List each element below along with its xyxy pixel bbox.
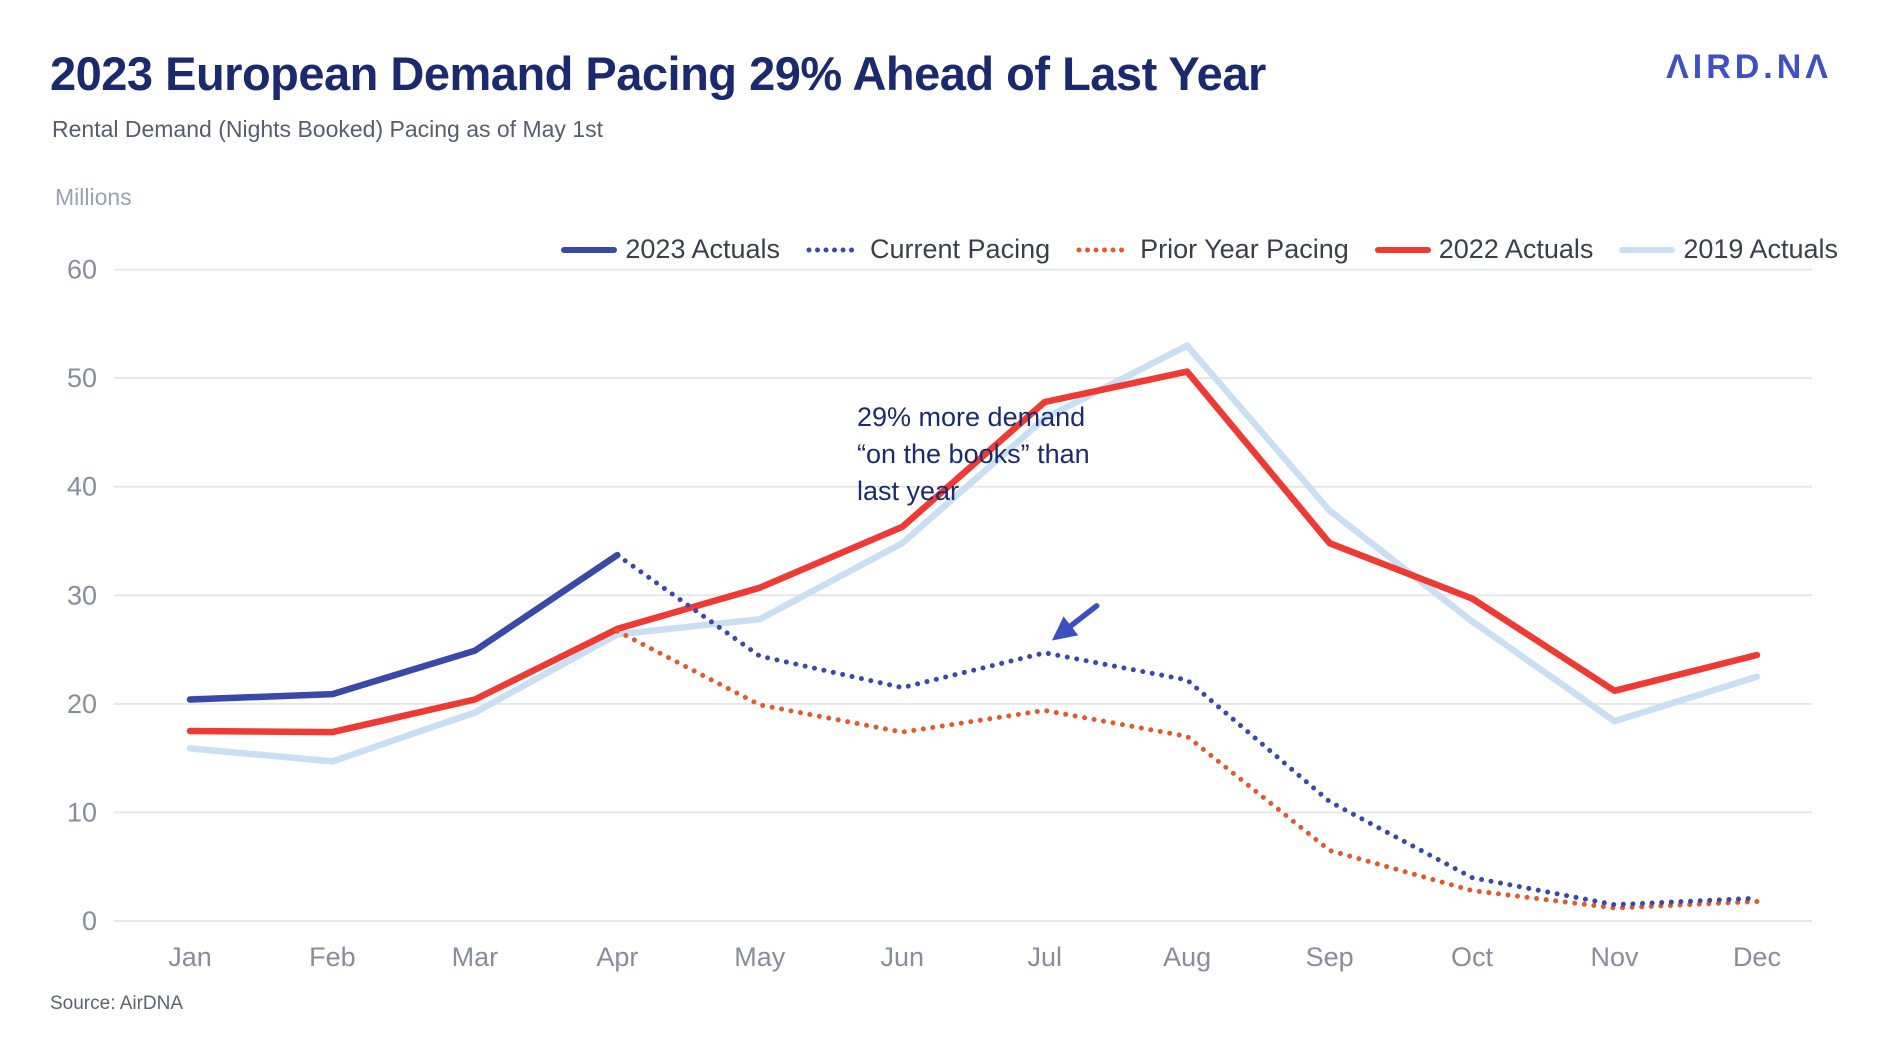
y-tick-label-0: 0 [82, 906, 97, 936]
y-tick-label-40: 40 [67, 472, 97, 502]
legend-line-sample-2023-actuals [561, 246, 618, 253]
legend-item-current-pacing: Current Pacing [806, 234, 1050, 265]
legend-item-2023-actuals: 2023 Actuals [561, 234, 780, 265]
legend-label-2022-actuals: 2022 Actuals [1438, 234, 1594, 264]
x-tick-label-sep: Sep [1306, 942, 1354, 972]
x-tick-label-oct: Oct [1451, 942, 1494, 972]
source-note: Source: AirDNA [50, 993, 184, 1014]
legend-label-2019-actuals: 2019 Actuals [1683, 234, 1838, 264]
legend-line-sample-2022-actuals [1374, 246, 1431, 253]
x-tick-label-mar: Mar [452, 942, 499, 972]
series-prior-year-pacing [614, 628, 1760, 911]
legend-item-prior-year-pacing: Prior Year Pacing [1076, 234, 1349, 265]
legend-line-sample-prior-year-pacing [1076, 247, 1132, 252]
x-tick-label-dec: Dec [1733, 942, 1781, 972]
x-tick-label-jan: Jan [168, 942, 212, 972]
y-axis-unit-label: Millions [55, 184, 132, 210]
x-tick-label-apr: Apr [596, 942, 638, 972]
series-2022-actuals [186, 368, 1761, 736]
legend-label-current-pacing: Current Pacing [870, 234, 1051, 264]
legend-item-2022-actuals: 2022 Actuals [1374, 234, 1594, 265]
page-subtitle: Rental Demand (Nights Booked) Pacing as … [52, 116, 603, 142]
y-tick-label-20: 20 [67, 689, 97, 719]
series-2019-actuals [186, 342, 1761, 765]
annotation-line: 29% more demand [857, 402, 1086, 432]
legend-item-2019-actuals: 2019 Actuals [1619, 234, 1838, 265]
series-2023-actuals [186, 551, 621, 703]
annotation-arrow [1051, 603, 1100, 641]
page-title: 2023 European Demand Pacing 29% Ahead of… [50, 47, 1266, 100]
series-current-pacing [614, 552, 1760, 908]
legend-label-prior-year-pacing: Prior Year Pacing [1140, 234, 1349, 264]
x-tick-label-jun: Jun [880, 942, 924, 972]
legend-label-2023-actuals: 2023 Actuals [625, 234, 781, 264]
x-tick-label-may: May [734, 942, 786, 972]
y-tick-label-30: 30 [67, 580, 97, 610]
y-tick-label-60: 60 [67, 255, 97, 285]
chart-legend: 2023 Actuals Current Pacing Prior Year Pac… [561, 234, 1838, 265]
annotation-line: “on the books” than [857, 439, 1090, 469]
x-tick-label-feb: Feb [309, 942, 356, 972]
x-tick-label-aug: Aug [1163, 942, 1211, 972]
legend-line-sample-current-pacing [806, 247, 862, 252]
y-tick-label-50: 50 [67, 363, 97, 393]
annotation-line: last year [857, 476, 960, 506]
x-tick-label-nov: Nov [1590, 942, 1639, 972]
annotation-callout: 29% more demand “on the books” than last… [857, 399, 1090, 510]
y-tick-label-10: 10 [67, 797, 97, 827]
legend-line-sample-2019-actuals [1619, 246, 1676, 253]
x-tick-label-jul: Jul [1027, 942, 1062, 972]
airdna-logo: ΛIRD.NΛ [1666, 48, 1832, 86]
